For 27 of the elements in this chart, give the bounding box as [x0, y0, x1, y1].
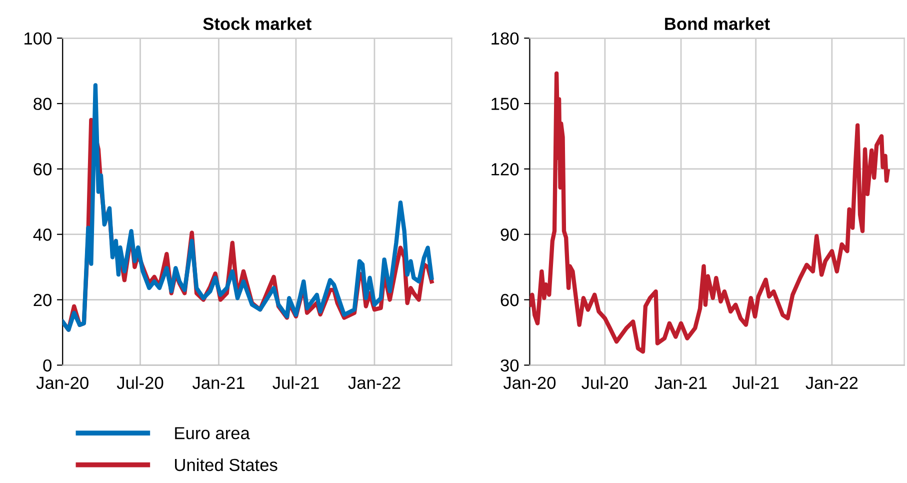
y-tick-label: 20	[34, 294, 52, 306]
x-tick-label: Jul-21	[272, 376, 319, 390]
chart-title: Stock market	[203, 17, 312, 30]
y-tick-label: 120	[492, 163, 519, 176]
x-tick-label: Jan-21	[192, 376, 244, 390]
y-tick-label: 0	[43, 359, 52, 372]
y-tick-label: 80	[34, 98, 52, 110]
x-tick-label: Jan-21	[654, 376, 707, 390]
x-tick-label: Jan-20	[36, 376, 88, 390]
x-tick-label: Jan-20	[503, 376, 556, 390]
y-tick-label: 40	[33, 228, 52, 241]
legend-label: United States	[175, 458, 278, 472]
y-tick-label: 100	[24, 32, 52, 45]
y-tick-label: 90	[500, 228, 519, 241]
y-tick-label: 30	[500, 359, 519, 372]
legend-label: Euro area	[175, 427, 250, 440]
x-tick-label: Jul-21	[732, 376, 779, 390]
x-tick-label: Jul-20	[582, 376, 628, 390]
y-tick-label: 180	[492, 32, 519, 45]
y-tick-label: 60	[500, 294, 519, 306]
line-series	[530, 71, 890, 354]
x-tick-label: Jan-22	[348, 376, 400, 390]
y-tick-label: 150	[492, 98, 519, 110]
y-tick-label: 60	[34, 163, 52, 176]
chart-title: Bond market	[665, 17, 770, 30]
x-tick-label: Jul-20	[116, 376, 164, 390]
x-tick-label: Jan-22	[806, 376, 858, 390]
